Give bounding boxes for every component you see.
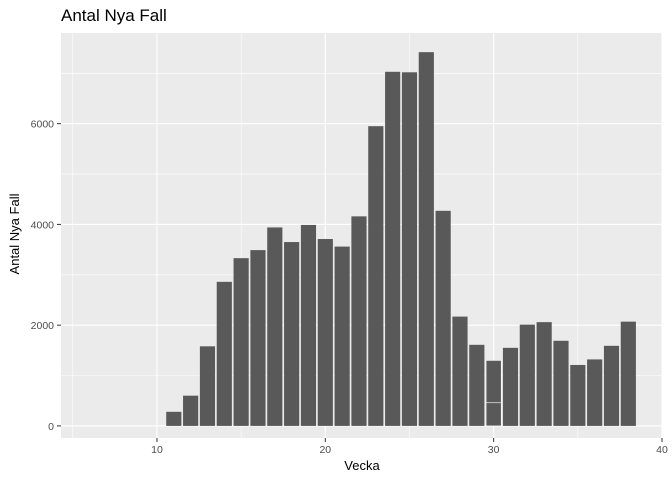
y-axis: 0 2000 4000 6000: [31, 119, 61, 433]
y-tick-label: 0: [48, 421, 54, 433]
bar: [401, 72, 418, 426]
bar: [385, 71, 401, 426]
bar: [519, 324, 535, 426]
bar: [284, 242, 300, 426]
bar: [620, 321, 636, 426]
x-tick-label: 40: [656, 444, 668, 456]
y-tick-label: 2000: [31, 320, 55, 332]
bar: [502, 347, 519, 426]
chart-title: Antal Nya Fall: [61, 6, 167, 25]
bar: [536, 322, 552, 426]
y-tick-label: 4000: [31, 219, 55, 231]
bar: [469, 344, 485, 426]
bar: [351, 216, 367, 426]
bar-segment: [485, 402, 502, 427]
bar-segment: [485, 360, 502, 404]
y-tick-label: 6000: [31, 119, 55, 131]
bar: [570, 364, 586, 426]
x-tick-label: 20: [319, 444, 331, 456]
bar: [435, 210, 451, 426]
bar: [553, 340, 569, 426]
bar: [300, 224, 317, 426]
x-axis: 10 20 30 40: [151, 438, 668, 456]
bar: [183, 395, 199, 426]
y-axis-title: Antal Nya Fall: [7, 193, 22, 274]
bar: [199, 346, 216, 426]
bar: [587, 359, 603, 426]
bar: [452, 316, 468, 426]
bar: [368, 126, 384, 426]
bar: [267, 227, 283, 426]
bar: [334, 246, 350, 426]
bar: [233, 258, 249, 426]
bar: [603, 345, 620, 426]
x-tick-label: 10: [151, 444, 163, 456]
bar: [418, 52, 434, 426]
bar: [166, 411, 182, 426]
bars: [166, 52, 636, 427]
bar: [317, 239, 333, 426]
x-tick-label: 30: [488, 444, 500, 456]
bar: [216, 281, 232, 426]
x-axis-title: Vecka: [344, 458, 380, 473]
bar: [250, 250, 266, 426]
